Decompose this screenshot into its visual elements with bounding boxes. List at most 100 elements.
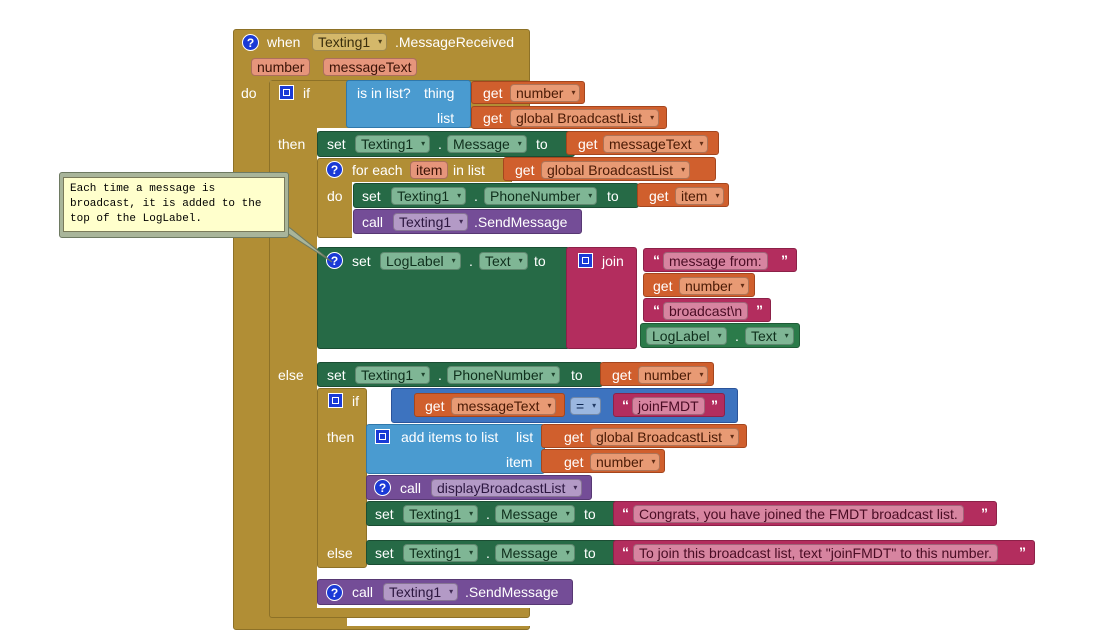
else-label: else [278, 367, 304, 383]
help-icon[interactable]: ? [326, 584, 343, 601]
quote-close-icon: ” [711, 397, 718, 413]
add-items-label: add items to list [401, 429, 499, 445]
component-dropdown[interactable]: Texting1 ▾ [393, 213, 469, 231]
component-dropdown[interactable]: Texting1 ▾ [355, 366, 431, 384]
text-value[interactable]: To join this broadcast list, text "joinF… [633, 544, 999, 562]
dot-label: . [438, 136, 442, 152]
call-label: call [362, 214, 384, 230]
text-value[interactable]: message from: [663, 252, 768, 270]
component-dropdown[interactable]: LogLabel ▾ [646, 327, 727, 345]
to-label: to [584, 545, 596, 561]
event-name: .MessageReceived [395, 34, 515, 50]
is-in-list-label: is in list? [357, 85, 411, 101]
comment-text[interactable]: Each time a message is broadcast, it is … [63, 177, 285, 232]
set-label: set [362, 188, 381, 204]
var-dropdown-global-list[interactable]: global BroadcastList ▾ [590, 428, 740, 446]
var-dropdown-number[interactable]: number ▾ [679, 277, 750, 295]
in-list-label: in list [453, 162, 485, 178]
component-dropdown[interactable]: Texting1 ▾ [312, 33, 388, 51]
property-dropdown[interactable]: Message ▾ [495, 544, 575, 562]
loop-var-item[interactable]: item [410, 161, 449, 179]
dot-label: . [735, 328, 739, 344]
get-label: get [612, 367, 632, 383]
chevron-down-icon: ▾ [378, 37, 383, 46]
get-label: get [653, 278, 673, 294]
text-value[interactable]: joinFMDT [632, 397, 705, 415]
get-label: get [425, 398, 445, 414]
property-dropdown[interactable]: Text ▾ [745, 327, 794, 345]
quote-open-icon: “ [622, 544, 629, 560]
join-block[interactable] [566, 247, 637, 349]
quote-open-icon: “ [622, 397, 629, 413]
var-dropdown-number[interactable]: number ▾ [590, 453, 661, 471]
var-dropdown-message-text[interactable]: messageText ▾ [451, 397, 557, 415]
inner-if-block[interactable] [317, 388, 367, 568]
when-label: when [267, 34, 301, 50]
property-dropdown[interactable]: PhoneNumber ▾ [447, 366, 561, 384]
component-dropdown[interactable]: Texting1 ▾ [403, 505, 479, 523]
help-icon[interactable]: ? [374, 479, 391, 496]
property-dropdown[interactable]: Message ▾ [447, 135, 527, 153]
get-label: get [483, 110, 503, 126]
help-icon[interactable]: ? [242, 34, 259, 51]
mutator-icon[interactable] [279, 85, 294, 100]
mutator-icon[interactable] [328, 393, 343, 408]
dot-label: . [486, 506, 490, 522]
property-dropdown[interactable]: Text ▾ [479, 252, 528, 270]
get-label: get [564, 454, 584, 470]
if-label: if [352, 393, 359, 409]
var-dropdown-global-list[interactable]: global BroadcastList ▾ [541, 161, 691, 179]
var-dropdown-number[interactable]: number ▾ [510, 84, 581, 102]
var-dropdown-global-list[interactable]: global BroadcastList ▾ [510, 109, 660, 127]
param-number[interactable]: number [251, 58, 311, 76]
quote-open-icon: “ [653, 302, 660, 318]
method-name: .SendMessage [474, 214, 568, 230]
mutator-icon[interactable] [578, 253, 593, 268]
get-label: get [578, 136, 598, 152]
component-dropdown[interactable]: LogLabel ▾ [380, 252, 461, 270]
help-icon[interactable]: ? [326, 252, 343, 269]
dot-label: . [438, 367, 442, 383]
operator-dropdown[interactable]: = ▾ [570, 397, 602, 415]
dot-label: . [486, 545, 490, 561]
component-dropdown[interactable]: Texting1 ▾ [355, 135, 431, 153]
dot-label: . [469, 253, 473, 269]
else-label: else [327, 545, 353, 561]
text-value[interactable]: broadcast\n [663, 302, 749, 320]
is-in-list-block[interactable] [346, 80, 471, 128]
then-label: then [278, 136, 306, 152]
quote-close-icon: ” [1019, 544, 1026, 560]
list-label: list [516, 429, 534, 445]
procedure-dropdown[interactable]: displayBroadcastList ▾ [431, 479, 583, 497]
var-dropdown-item[interactable]: item ▾ [675, 187, 725, 205]
quote-open-icon: “ [622, 505, 629, 521]
var-dropdown-message-text[interactable]: messageText ▾ [603, 135, 709, 153]
if-label: if [303, 85, 310, 101]
set-label: set [352, 253, 371, 269]
to-label: to [571, 367, 583, 383]
quote-close-icon: ” [756, 302, 763, 318]
join-label: join [602, 253, 624, 269]
get-label: get [515, 162, 535, 178]
then-label: then [327, 429, 355, 445]
dot-label: . [474, 188, 478, 204]
quote-close-icon: ” [981, 505, 988, 521]
param-message-text[interactable]: messageText [323, 58, 418, 76]
property-dropdown[interactable]: Message ▾ [495, 505, 575, 523]
help-icon[interactable]: ? [326, 161, 343, 178]
property-dropdown[interactable]: PhoneNumber ▾ [484, 187, 598, 205]
quote-open-icon: “ [653, 252, 660, 268]
component-dropdown[interactable]: Texting1 ▾ [383, 583, 459, 601]
do-label: do [327, 188, 343, 204]
mutator-icon[interactable] [375, 429, 390, 444]
get-label: get [483, 85, 503, 101]
component-dropdown[interactable]: Texting1 ▾ [391, 187, 467, 205]
set-label: set [327, 136, 346, 152]
text-value[interactable]: Congrats, you have joined the FMDT broad… [633, 505, 964, 523]
list-label: list [437, 110, 455, 126]
component-dropdown[interactable]: Texting1 ▾ [403, 544, 479, 562]
set-label: set [327, 367, 346, 383]
set-label: set [375, 545, 394, 561]
var-dropdown-number[interactable]: number ▾ [638, 366, 709, 384]
set-label: set [375, 506, 394, 522]
